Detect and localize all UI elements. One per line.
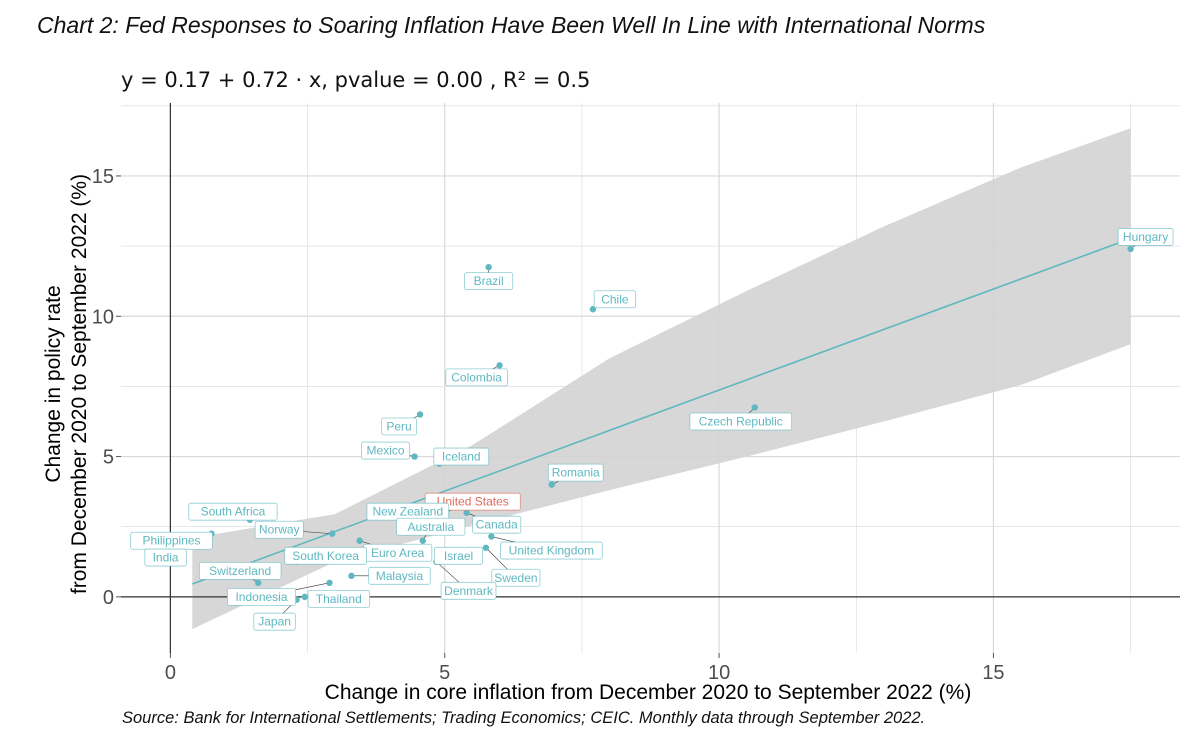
y-tick-label: 15 xyxy=(92,166,114,188)
point-label-box xyxy=(433,447,490,466)
point-label-box xyxy=(144,548,187,567)
data-point xyxy=(348,572,355,580)
data-point xyxy=(411,453,418,460)
y-axis-title-line2: from December 2020 to September 2022 (%) xyxy=(68,174,91,594)
point-label: Colombia xyxy=(451,370,502,384)
data-point xyxy=(485,263,492,271)
point-label: Indonesia xyxy=(235,590,287,604)
point-label: Chile xyxy=(601,292,629,306)
point-label: United Kingdom xyxy=(509,544,594,558)
point-label-box xyxy=(396,517,466,536)
point-label: Iceland xyxy=(442,450,481,464)
point-label-box xyxy=(500,541,603,560)
data-point xyxy=(329,530,336,537)
point-label-box xyxy=(253,612,296,631)
point-label: Japan xyxy=(258,615,291,629)
data-point xyxy=(254,579,262,587)
point-label-box xyxy=(368,566,431,585)
data-point xyxy=(1127,245,1134,253)
point-label: India xyxy=(153,551,179,565)
axis-ticks: 0 5 10 15 0 5 10 15 xyxy=(92,166,1005,684)
y-tick-label: 5 xyxy=(103,447,114,469)
data-point xyxy=(419,537,426,544)
x-tick-label: 5 xyxy=(439,662,450,684)
point-label: Thailand xyxy=(316,592,362,606)
data-point xyxy=(301,593,309,601)
point-label: Switzerland xyxy=(209,564,271,578)
point-label: New Zealand xyxy=(372,505,443,519)
data-point xyxy=(326,579,333,587)
regression-line xyxy=(192,237,1131,585)
point-label-box xyxy=(547,463,604,482)
point-label-box xyxy=(1117,228,1174,246)
data-point xyxy=(548,481,555,488)
point-label-box xyxy=(361,441,411,460)
point-label: Mexico xyxy=(367,444,405,458)
y-tick-label: 10 xyxy=(92,306,114,328)
point-label: Euro Area xyxy=(371,546,425,560)
x-axis-title: Change in core inflation from December 2… xyxy=(325,681,972,704)
point-label: Hungary xyxy=(1123,230,1168,244)
x-tick-label: 10 xyxy=(708,662,730,684)
point-label: Malaysia xyxy=(376,569,424,583)
point-label: Peru xyxy=(386,419,411,433)
point-label-box xyxy=(464,272,514,291)
point-label: Romania xyxy=(552,466,600,480)
point-label-box xyxy=(198,561,282,580)
point-label-box xyxy=(593,290,637,309)
point-label-box xyxy=(226,587,297,606)
point-label-box xyxy=(440,581,497,600)
data-point xyxy=(482,544,490,551)
point-label: Sweden xyxy=(494,571,537,585)
point-label-box xyxy=(689,412,793,431)
point-label-box xyxy=(188,502,278,521)
data-point xyxy=(488,533,495,540)
point-label-box xyxy=(472,515,522,534)
x-tick-label: 15 xyxy=(982,662,1004,684)
point-label-box xyxy=(491,568,541,587)
regression-equation: y = 0.17 + 0.72 · x, pvalue = 0.00 , R² … xyxy=(121,68,591,92)
source-note: Source: Bank for International Settlemen… xyxy=(122,709,926,727)
point-label: South Africa xyxy=(201,505,266,519)
chart-title: Chart 2: Fed Responses to Soaring Inflat… xyxy=(37,12,986,38)
point-label: South Korea xyxy=(292,549,359,563)
point-label: Norway xyxy=(259,523,300,537)
data-point xyxy=(496,362,503,369)
point-label: Czech Republic xyxy=(699,414,783,428)
point-label: Canada xyxy=(476,518,518,532)
point-label: Israel xyxy=(444,549,473,563)
x-tick-label: 0 xyxy=(165,662,176,684)
point-label: Brazil xyxy=(474,274,504,288)
data-point xyxy=(416,411,424,418)
y-axis-title-line1: Change in policy rate xyxy=(42,285,65,482)
point-label: Australia xyxy=(407,520,454,534)
point-label-box xyxy=(284,546,367,565)
point-label: Philippines xyxy=(143,534,201,548)
fit-line xyxy=(192,237,1131,585)
point-label-box xyxy=(307,589,371,608)
point-label: United States xyxy=(437,495,509,509)
point-label-box xyxy=(445,368,508,387)
data-point xyxy=(463,509,470,516)
point-label-box xyxy=(381,417,417,436)
point-label-box xyxy=(434,546,484,565)
data-point xyxy=(356,537,363,544)
point-labels: Hungary Brazil Chile Colombia Czech Republic… xyxy=(130,228,1174,631)
data-point xyxy=(751,404,758,411)
point-label: Denmark xyxy=(444,584,494,598)
point-label-box xyxy=(254,520,304,539)
y-tick-label: 0 xyxy=(103,587,114,609)
